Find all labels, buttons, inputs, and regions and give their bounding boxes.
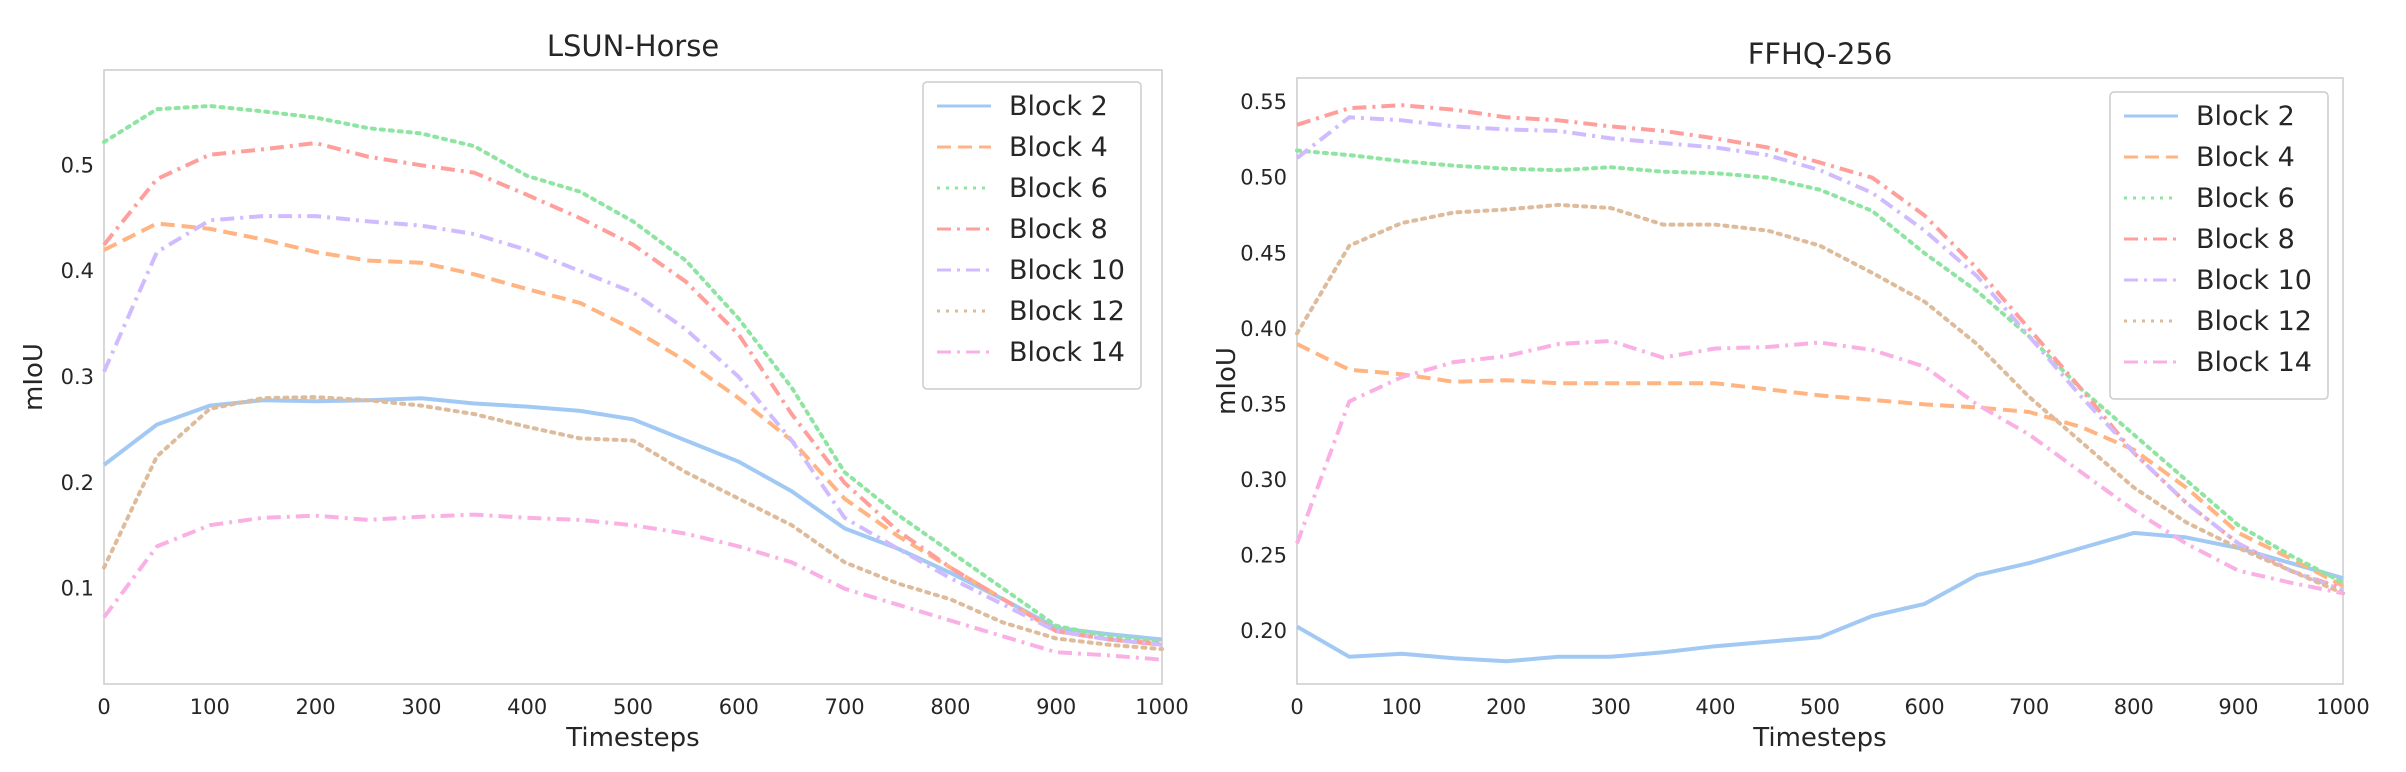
legend-label: Block 6 (2196, 183, 2295, 214)
plot-frame (1296, 77, 2344, 685)
legend-label: Block 4 (2196, 142, 2295, 173)
y-axis-label: mIoU (1212, 347, 1242, 415)
series-line (1295, 148, 2345, 585)
series-line (1295, 339, 2344, 596)
x-tick-label: 200 (296, 695, 336, 719)
x-tick-label: 900 (2218, 695, 2258, 719)
legend-label: Block 14 (2196, 347, 2312, 378)
chart-ffhq-256: FFHQ-256 0 100 200 300 400 500 600 700 800 900 1000… (1212, 37, 2370, 753)
legend-label: Block 8 (1009, 214, 1108, 245)
x-tick-label: 600 (719, 695, 759, 719)
y-tick-label: 0.30 (1240, 468, 1287, 492)
x-tick-label: 700 (2009, 695, 2049, 719)
legend: Block 2 Block 4 Block 6 Block 8 Block 10 Bloc… (2109, 91, 2329, 400)
series-line (102, 104, 1164, 644)
series-line (1295, 530, 2344, 664)
x-tick-label: 300 (401, 695, 441, 719)
legend-label: Block 2 (1009, 91, 1108, 122)
x-tick-label: 800 (930, 695, 970, 719)
legend: Block 2 Block 4 Block 6 Block 8 Block 10 Bloc… (922, 81, 1142, 390)
legend-label: Block 2 (2196, 101, 2295, 132)
legend-label: Block 6 (1009, 173, 1108, 204)
x-tick-label: 200 (1486, 695, 1526, 719)
x-tick-label: 1000 (1135, 695, 1188, 719)
y-tick-label: 0.40 (1240, 317, 1287, 341)
y-tick-label: 0.45 (1240, 241, 1287, 265)
legend-label: Block 4 (1009, 132, 1108, 163)
x-axis-label: Timesteps (1752, 723, 1886, 753)
y-tick-label: 0.25 (1240, 544, 1287, 568)
legend-label: Block 12 (2196, 306, 2312, 337)
chart-lsun-horse: LSUN-Horse 0 100 200 300 400 500 600 700 800 900 10… (19, 29, 1189, 753)
x-tick-label: 100 (190, 695, 230, 719)
legend-box (2109, 91, 2329, 400)
x-tick-label: 0 (1290, 695, 1303, 719)
x-tick-label: 300 (1591, 695, 1631, 719)
series-line (102, 512, 1163, 662)
y-tick-label: 0.20 (1240, 619, 1287, 643)
series-line (1296, 342, 2344, 588)
x-tick-label: 400 (1695, 695, 1735, 719)
series-line (1296, 103, 2344, 591)
x-tick-label: 500 (1800, 695, 1840, 719)
x-tick-label: 900 (1036, 695, 1076, 719)
y-tick-label: 0.1 (61, 577, 94, 601)
series-line (1295, 115, 2344, 593)
x-tick-label: 500 (613, 695, 653, 719)
plot-frame (103, 69, 1163, 685)
series-line (102, 141, 1163, 646)
series-line (102, 395, 1164, 652)
legend-label: Block 8 (2196, 224, 2295, 255)
y-tick-label: 0.4 (61, 259, 94, 283)
x-tick-label: 1000 (2316, 695, 2369, 719)
y-tick-label: 0.50 (1240, 166, 1287, 190)
legend-label: Block 12 (1009, 296, 1125, 327)
x-axis-label: Timesteps (565, 723, 699, 753)
x-tick-label: 800 (2114, 695, 2154, 719)
y-tick-label: 0.3 (61, 365, 94, 389)
x-tick-label: 100 (1382, 695, 1422, 719)
legend-label: Block 10 (2196, 265, 2312, 296)
legend-box (922, 81, 1142, 390)
x-tick-label: 400 (507, 695, 547, 719)
series-line (1295, 202, 2345, 596)
x-tick-label: 700 (825, 695, 865, 719)
y-axis-label: mIoU (19, 343, 49, 411)
x-tick-label: 0 (97, 695, 110, 719)
y-tick-label: 0.2 (61, 471, 94, 495)
x-tick-label: 600 (1905, 695, 1945, 719)
y-tick-label: 0.5 (61, 153, 94, 177)
y-tick-label: 0.55 (1240, 90, 1287, 114)
legend-label: Block 10 (1009, 255, 1125, 286)
chart-title: LSUN-Horse (547, 29, 719, 63)
series-line (102, 396, 1163, 642)
chart-title: FFHQ-256 (1748, 37, 1893, 71)
y-tick-label: 0.35 (1240, 392, 1287, 416)
legend-label: Block 14 (1009, 337, 1125, 368)
series-line (102, 214, 1163, 647)
